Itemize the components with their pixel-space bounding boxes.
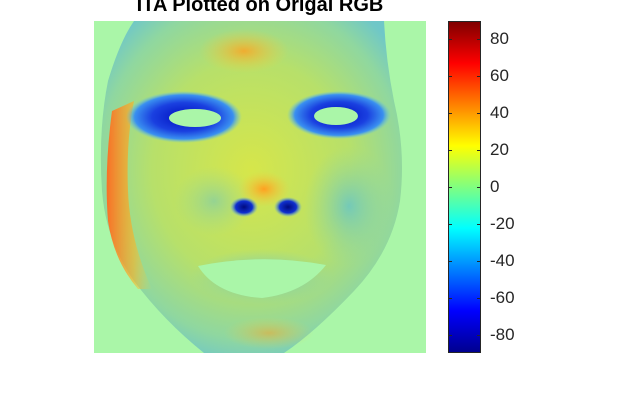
colorbar-tick-mark xyxy=(448,298,452,299)
colorbar-tick-mark xyxy=(448,150,452,151)
colorbar-tick-label: 0 xyxy=(490,177,500,196)
colorbar-tick-mark xyxy=(448,39,452,40)
colorbar-tick-mark xyxy=(448,335,452,336)
colorbar-tick-label: 80 xyxy=(490,29,509,49)
colorbar-tick-label: -60 xyxy=(490,287,515,307)
chin-region xyxy=(224,317,314,349)
colorbar-tick-mark xyxy=(477,298,481,299)
colorbar-tick-label: 20 xyxy=(490,140,509,160)
right-nostril-region xyxy=(274,197,302,217)
mid-cheek-region xyxy=(174,166,254,236)
heatmap-plot-area xyxy=(94,21,426,353)
colorbar-tick-label: 60 xyxy=(490,66,509,86)
colorbar-tick-mark xyxy=(477,39,481,40)
left-eye-mask xyxy=(169,109,221,127)
mouth-mask xyxy=(198,259,326,298)
colorbar-tick-mark xyxy=(477,261,481,262)
colorbar-tick-mark xyxy=(448,113,452,114)
colorbar-gradient xyxy=(449,22,480,352)
nose-region xyxy=(238,171,290,207)
colorbar-tick-mark xyxy=(477,150,481,151)
colorbar-tick-mark xyxy=(477,335,481,336)
colorbar-tick-label: -40 xyxy=(490,250,515,270)
right-eye-mask xyxy=(314,107,358,125)
colorbar-tick-label: 40 xyxy=(490,103,509,123)
colorbar-tick-mark xyxy=(477,187,481,188)
left-nostril-region xyxy=(230,197,258,217)
colorbar-tick-mark xyxy=(477,224,481,225)
left-cheek-edge-region xyxy=(106,101,152,289)
right-cheek-region xyxy=(304,146,394,266)
colorbar-tick-mark xyxy=(448,224,452,225)
forehead-center-region xyxy=(199,29,289,73)
colorbar-tick-label: -20 xyxy=(490,213,515,233)
heatmap-svg xyxy=(100,21,402,353)
colorbar-tick-mark xyxy=(477,113,481,114)
colorbar-tick-label: -80 xyxy=(490,324,515,344)
chart-title: ITA Plotted on Origal RGB xyxy=(136,0,384,16)
colorbar-tick-mark xyxy=(448,76,452,77)
colorbar-tick-mark xyxy=(448,187,452,188)
colorbar-tick-mark xyxy=(477,76,481,77)
colorbar-tick-mark xyxy=(448,261,452,262)
